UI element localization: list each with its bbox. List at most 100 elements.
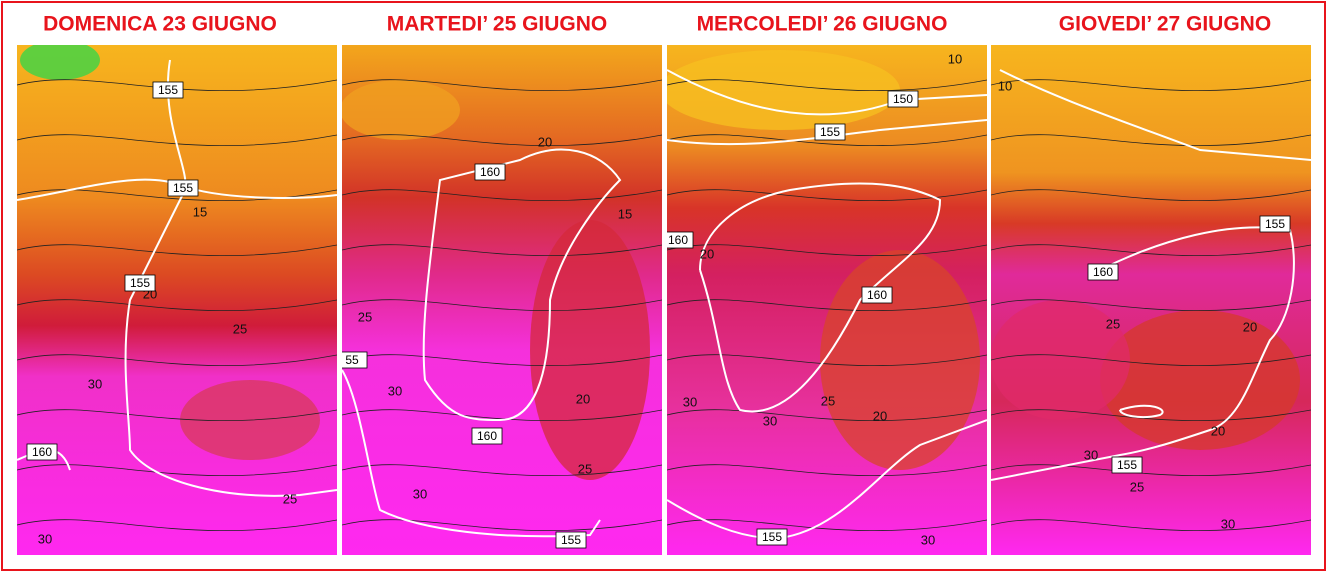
label-box	[861, 286, 893, 304]
contour-label: 25	[1106, 316, 1120, 331]
contour-label: 25	[1130, 479, 1144, 494]
geopotential-label: 160	[480, 165, 500, 179]
label-box	[124, 274, 156, 292]
label-box	[1111, 456, 1143, 474]
geopotential-label: 155	[820, 125, 840, 139]
isotherm-line	[342, 354, 662, 367]
geopotential-label: 155	[762, 530, 782, 544]
contour-label: 25	[578, 461, 592, 476]
contour-label: 20	[873, 408, 887, 423]
label-box	[167, 179, 199, 197]
contour-label: 20	[700, 246, 714, 261]
contour-label: 30	[763, 413, 777, 428]
label-box	[887, 90, 919, 108]
contour-label: 20	[1211, 423, 1225, 438]
label-box	[667, 231, 694, 249]
map-panel: 20 15 25 30 25 30 20 160 160 155 55	[342, 45, 662, 555]
panel-title: DOMENICA 23 GIUGNO	[43, 13, 277, 36]
isotherm-line	[991, 519, 1311, 532]
geopotential-label: 155	[561, 533, 581, 547]
isotherm-line	[17, 299, 337, 312]
isotherm-line	[342, 464, 662, 477]
contour-label: 30	[1221, 516, 1235, 531]
contour-label: 15	[618, 206, 632, 221]
isotherm-line	[17, 354, 337, 367]
contour-label: 25	[821, 393, 835, 408]
isotherm-line	[17, 244, 337, 257]
label-box	[474, 163, 506, 181]
color-region	[820, 250, 980, 470]
label-box	[555, 531, 587, 549]
isotherm-line	[991, 134, 1311, 147]
geopotential-label: 155	[158, 83, 178, 97]
contour-label: 20	[576, 391, 590, 406]
geopotential-label: 155	[130, 276, 150, 290]
contour-label: 20	[538, 134, 552, 149]
isotherm-line	[667, 464, 987, 477]
geopotential-label: 160	[477, 429, 497, 443]
geopotential-label: 160	[668, 233, 688, 247]
isotherm-line	[667, 79, 987, 92]
isotherm-line	[667, 409, 987, 422]
contour-label: 30	[413, 486, 427, 501]
isotherm-line	[342, 299, 662, 312]
geopotential-line	[342, 369, 601, 538]
label-box	[152, 81, 184, 99]
isotherm-line	[342, 134, 662, 147]
geopotential-label: 150	[893, 92, 913, 106]
geopotential-line	[667, 69, 987, 116]
isotherm-line	[17, 519, 337, 532]
contour-label: 30	[388, 383, 402, 398]
panel-title: GIOVEDI’ 27 GIUGNO	[1059, 13, 1271, 36]
isotherm-line	[342, 244, 662, 257]
contour-label: 30	[88, 376, 102, 391]
geopotential-line	[999, 69, 1311, 161]
isotherm-line	[17, 464, 337, 477]
geopotential-label: 160	[1093, 265, 1113, 279]
isotherm-line	[667, 519, 987, 532]
isotherm-line	[667, 354, 987, 367]
geopotential-line	[1119, 404, 1164, 419]
isotherm-line	[991, 244, 1311, 257]
color-region	[667, 50, 900, 130]
geopotential-label: 155	[173, 181, 193, 195]
color-region	[342, 80, 460, 140]
geopotential-label: 155	[1117, 458, 1137, 472]
geopotential-line	[124, 59, 337, 497]
contour-label: 25	[233, 321, 247, 336]
geopotential-label: 55	[345, 353, 359, 367]
color-region	[991, 300, 1130, 420]
isotherm-line	[991, 409, 1311, 422]
panel-title: MARTEDI’ 25 GIUGNO	[387, 13, 608, 36]
isotherm-line	[342, 519, 662, 532]
contour-label: 15	[193, 204, 207, 219]
isotherm-line	[342, 79, 662, 92]
label-box	[26, 443, 58, 461]
isotherm-line	[667, 134, 987, 147]
label-box	[1087, 263, 1119, 281]
contour-label: 30	[1084, 447, 1098, 462]
label-box	[342, 351, 368, 369]
geopotential-line	[991, 226, 1295, 481]
label-box	[756, 528, 788, 546]
geopotential-label: 160	[32, 445, 52, 459]
contour-label: 30	[38, 531, 52, 546]
isotherm-line	[17, 409, 337, 422]
contour-label: 20	[1243, 319, 1257, 334]
contour-label: 30	[921, 532, 935, 547]
label-box	[1259, 215, 1291, 233]
contour-label: 10	[948, 51, 962, 66]
geopotential-line	[699, 182, 942, 413]
geopotential-label: 160	[867, 288, 887, 302]
isotherm-line	[17, 134, 337, 147]
panel-title: MERCOLEDI’ 26 GIUGNO	[697, 13, 948, 36]
isotherm-line	[991, 354, 1311, 367]
geopotential-line	[667, 119, 987, 146]
map-panel: 10 25 20 30 20 25 30 155 160 155	[991, 45, 1311, 555]
isotherm-line	[991, 299, 1311, 312]
map-panel: 20 25 30 30 20 30 10 150 155 160 160 155	[667, 45, 987, 555]
contour-label: 25	[283, 491, 297, 506]
contour-label: 25	[358, 309, 372, 324]
